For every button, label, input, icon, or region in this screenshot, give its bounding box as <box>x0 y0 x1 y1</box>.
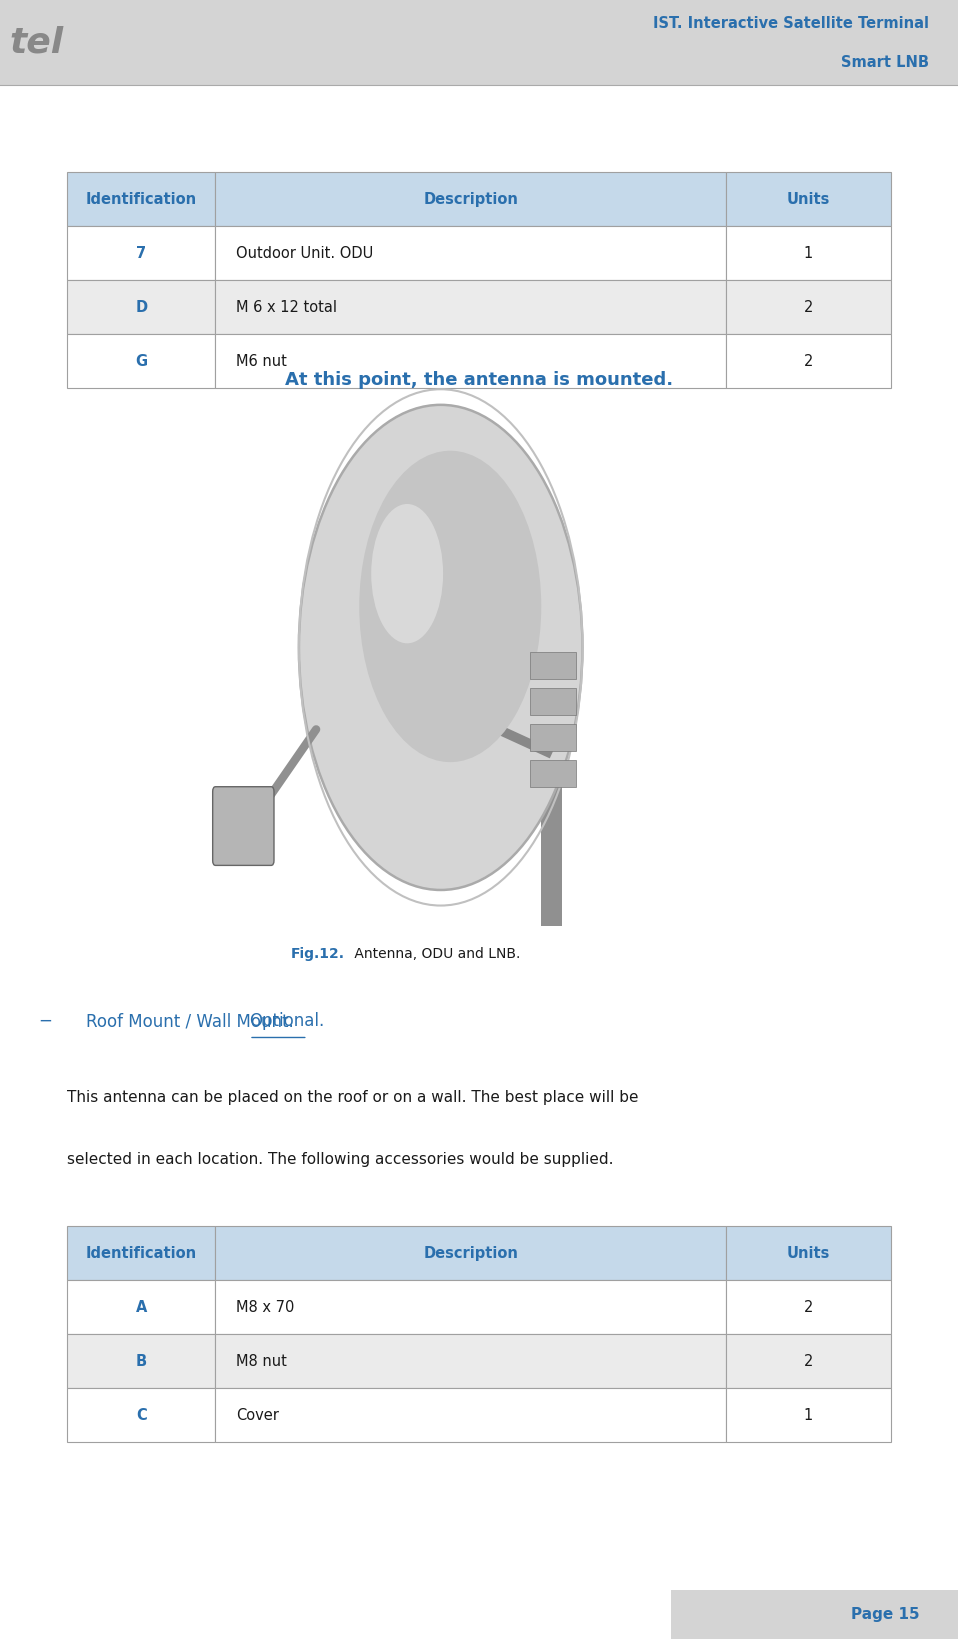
Text: A: A <box>135 1300 147 1314</box>
Text: −: − <box>38 1013 52 1029</box>
Text: Description: Description <box>423 192 518 207</box>
Text: This antenna can be placed on the roof or on a wall. The best place will be: This antenna can be placed on the roof o… <box>67 1090 639 1105</box>
FancyBboxPatch shape <box>726 172 891 226</box>
Text: 1: 1 <box>804 246 813 261</box>
Text: Optional.: Optional. <box>249 1013 325 1029</box>
Text: 2: 2 <box>804 1354 813 1369</box>
Text: Description: Description <box>423 1246 518 1260</box>
FancyBboxPatch shape <box>67 1280 216 1334</box>
FancyBboxPatch shape <box>726 1226 891 1280</box>
FancyBboxPatch shape <box>216 280 726 334</box>
Text: tel: tel <box>10 26 63 59</box>
FancyBboxPatch shape <box>530 760 576 787</box>
FancyBboxPatch shape <box>67 172 216 226</box>
Text: Identification: Identification <box>85 1246 196 1260</box>
FancyBboxPatch shape <box>67 334 216 388</box>
FancyBboxPatch shape <box>216 172 726 226</box>
Text: 7: 7 <box>136 246 147 261</box>
FancyBboxPatch shape <box>67 280 216 334</box>
FancyBboxPatch shape <box>726 280 891 334</box>
FancyBboxPatch shape <box>726 1388 891 1442</box>
FancyBboxPatch shape <box>163 434 795 926</box>
Text: Units: Units <box>787 192 831 207</box>
Text: 2: 2 <box>804 300 813 315</box>
Text: selected in each location. The following accessories would be supplied.: selected in each location. The following… <box>67 1152 613 1167</box>
Circle shape <box>299 405 582 890</box>
FancyBboxPatch shape <box>0 0 958 85</box>
Text: Identification: Identification <box>85 192 196 207</box>
Text: Page 15: Page 15 <box>851 1606 920 1623</box>
FancyBboxPatch shape <box>216 334 726 388</box>
Text: Roof Mount / Wall Mount.: Roof Mount / Wall Mount. <box>86 1013 299 1029</box>
Text: C: C <box>136 1408 147 1423</box>
FancyBboxPatch shape <box>216 1280 726 1334</box>
Text: M8 x 70: M8 x 70 <box>236 1300 294 1314</box>
Circle shape <box>359 451 541 762</box>
Text: 1: 1 <box>804 1408 813 1423</box>
FancyBboxPatch shape <box>530 652 576 679</box>
Text: B: B <box>136 1354 147 1369</box>
Text: G: G <box>135 354 148 369</box>
FancyBboxPatch shape <box>216 1226 726 1280</box>
Text: IST. Interactive Satellite Terminal: IST. Interactive Satellite Terminal <box>653 15 929 31</box>
Text: Cover: Cover <box>236 1408 279 1423</box>
FancyBboxPatch shape <box>726 1280 891 1334</box>
FancyBboxPatch shape <box>67 1226 216 1280</box>
Ellipse shape <box>372 503 443 642</box>
Text: At this point, the antenna is mounted.: At this point, the antenna is mounted. <box>285 372 673 388</box>
FancyBboxPatch shape <box>216 1388 726 1442</box>
Text: Units: Units <box>787 1246 831 1260</box>
FancyBboxPatch shape <box>726 226 891 280</box>
Text: Fig.12.: Fig.12. <box>291 947 345 960</box>
FancyBboxPatch shape <box>541 697 562 926</box>
FancyBboxPatch shape <box>67 226 216 280</box>
FancyBboxPatch shape <box>530 688 576 715</box>
Text: D: D <box>135 300 148 315</box>
FancyBboxPatch shape <box>216 226 726 280</box>
Text: 2: 2 <box>804 354 813 369</box>
Text: M6 nut: M6 nut <box>236 354 286 369</box>
FancyBboxPatch shape <box>726 334 891 388</box>
Text: M8 nut: M8 nut <box>236 1354 286 1369</box>
FancyBboxPatch shape <box>213 787 274 865</box>
FancyBboxPatch shape <box>726 1334 891 1388</box>
FancyBboxPatch shape <box>67 1388 216 1442</box>
Text: Antenna, ODU and LNB.: Antenna, ODU and LNB. <box>350 947 520 960</box>
FancyBboxPatch shape <box>67 1334 216 1388</box>
Text: 2: 2 <box>804 1300 813 1314</box>
Text: M 6 x 12 total: M 6 x 12 total <box>236 300 337 315</box>
FancyBboxPatch shape <box>530 724 576 751</box>
Text: Smart LNB: Smart LNB <box>841 54 929 70</box>
FancyBboxPatch shape <box>216 1334 726 1388</box>
FancyBboxPatch shape <box>671 1590 958 1639</box>
Text: Outdoor Unit. ODU: Outdoor Unit. ODU <box>236 246 373 261</box>
